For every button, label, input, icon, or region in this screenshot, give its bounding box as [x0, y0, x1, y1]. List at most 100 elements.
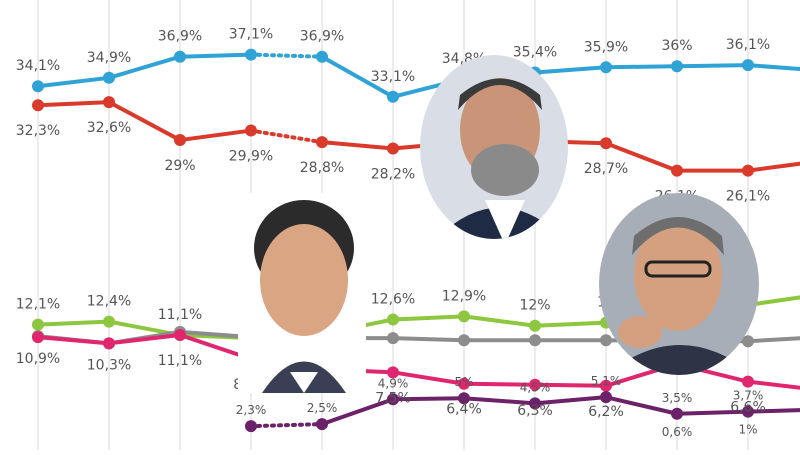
green-party-segment-7	[533, 320, 608, 328]
pink-party-segment-10	[746, 379, 800, 390]
red-party-point-2	[103, 96, 115, 109]
purple-party-sublabel-10: 0,6%	[662, 425, 693, 439]
red-party-point-3	[174, 134, 186, 147]
blue-party-label-1: 34,1%	[16, 58, 60, 74]
red-party-segment-10	[746, 161, 800, 173]
green-party-label-1: 12,1%	[16, 297, 60, 313]
purple-party-segment-5	[391, 396, 466, 402]
purple-party-point-11	[742, 405, 754, 418]
portrait-bottom-right-body	[600, 345, 759, 375]
green-party-segment-5	[391, 314, 466, 322]
pink-party-point-9	[600, 379, 612, 392]
green-party-label-8: 12%	[519, 298, 550, 314]
blue-party-point-3	[174, 50, 186, 63]
purple-party-segment-7	[533, 395, 608, 406]
blue-party-label-8: 35,4%	[513, 45, 557, 61]
red-party-label-11: 26,1%	[726, 189, 770, 205]
green-party-segment-6	[462, 314, 537, 328]
purple-party-segment-10	[746, 408, 800, 414]
portrait-bottom-right-hand	[618, 316, 662, 348]
green-party-label-2: 12,4%	[87, 294, 131, 310]
red-party-label-5: 28,8%	[300, 160, 344, 176]
red-party-label-3: 29%	[164, 158, 195, 174]
pink-party-label-1: 10,9%	[16, 351, 60, 367]
blue-party-segment-7	[533, 65, 608, 75]
red-party-label-6: 28,2%	[371, 166, 415, 182]
portrait-top-right	[420, 55, 568, 239]
purple-party-segment-6	[462, 396, 537, 406]
pink-party-label-11: 6,6%	[730, 400, 766, 416]
blue-party-point-1	[32, 80, 44, 93]
red-party-label-1: 32,3%	[16, 123, 60, 139]
red-party-point-1	[32, 99, 44, 112]
green-party-point-8	[529, 319, 541, 332]
pink-party-label-3: 11,1%	[158, 353, 202, 369]
pink-party-point-1	[32, 331, 44, 344]
pink-party-label-6: 7,5%	[375, 390, 411, 406]
portrait-top-right-shirt	[485, 200, 525, 239]
blue-party-point-6	[387, 90, 399, 103]
purple-party-sublabel-11: 1%	[738, 423, 757, 437]
blue-party-segment-10	[746, 63, 800, 72]
red-party-segment-0	[36, 100, 111, 108]
purple-party-label-8: 4,5%	[520, 380, 551, 394]
portrait-top-right-beard	[471, 144, 539, 196]
pink-party-point-7	[458, 377, 470, 390]
green-party-label-3: 11,1%	[158, 307, 202, 323]
blue-party-segment-8	[604, 64, 679, 70]
blue-party-segment-4	[320, 54, 395, 99]
data-labels: 34,1%34,9%36,9% 37,1% 36,9%33,1%34,8% 35,4%…	[16, 27, 770, 439]
green-party-point-7	[458, 310, 470, 323]
purple-party-point-4	[245, 420, 257, 433]
portrait-bottom-right-glasses	[644, 260, 712, 278]
pink-party-point-8	[529, 378, 541, 391]
purple-party-point-9	[600, 391, 612, 404]
red-party-point-9	[600, 137, 612, 150]
pink-party-segment-6	[462, 381, 537, 387]
blue-party-label-10: 36%	[661, 38, 692, 54]
blue-party-point-4	[245, 48, 257, 61]
purple-party-label-11: 3,7%	[733, 389, 764, 403]
green-party-point-2	[103, 315, 115, 328]
purple-party-segment-3	[249, 422, 324, 429]
pink-party-segment-1	[107, 333, 182, 346]
green-party-point-1	[32, 318, 44, 331]
green-party-label-6: 12,6%	[371, 292, 415, 308]
grey-party-point-11	[742, 335, 754, 348]
red-party-segment-1	[107, 100, 182, 143]
green-party-segment-10	[746, 295, 800, 307]
grey-party-point-7	[458, 334, 470, 347]
blue-party-label-4: 37,1%	[229, 27, 273, 43]
red-party-point-10	[671, 164, 683, 177]
red-party-point-11	[742, 164, 754, 177]
blue-party-point-11	[742, 59, 754, 72]
purple-party-point-5	[316, 418, 328, 431]
red-party-point-4	[245, 124, 257, 137]
purple-party-point-6	[387, 393, 399, 406]
purple-party-label-9: 5,1%	[591, 374, 622, 388]
purple-party-segment-4	[320, 397, 395, 427]
red-party-segment-8	[604, 141, 679, 173]
pink-party-segment-5	[391, 370, 466, 386]
blue-party-label-11: 36,1%	[726, 37, 770, 53]
purple-party-label-7: 5%	[454, 375, 473, 389]
red-party-label-4: 29,9%	[229, 149, 273, 165]
pink-party-point-6	[387, 366, 399, 379]
portrait-bottom-right-hair	[632, 217, 724, 255]
red-party-label-2: 32,6%	[87, 120, 131, 136]
pink-party-label-2: 10,3%	[87, 357, 131, 373]
green-party-point-6	[387, 313, 399, 326]
red-party-point-6	[387, 142, 399, 155]
blue-party-segment-9	[675, 63, 750, 69]
grey-party-point-9	[600, 334, 612, 347]
red-party-segment-4	[320, 140, 395, 151]
blue-party-label-3: 36,9%	[158, 29, 202, 45]
pink-party-label-8: 6,3%	[517, 403, 553, 419]
blue-party-segment-1	[107, 54, 182, 80]
portrait-left	[238, 193, 366, 393]
blue-party-point-10	[671, 60, 683, 73]
purple-party-label-5: 2,5%	[307, 401, 338, 415]
portrait-bottom-right	[599, 193, 759, 375]
